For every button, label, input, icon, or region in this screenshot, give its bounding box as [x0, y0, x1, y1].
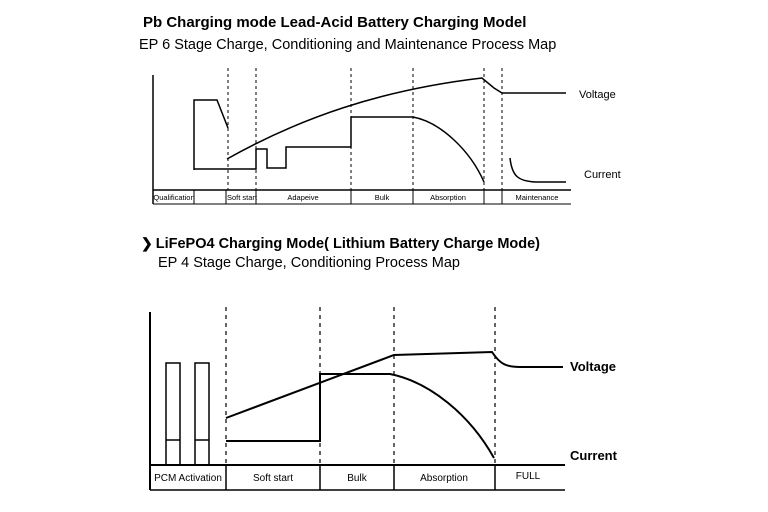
- pb-stage-bulk: Bulk: [375, 193, 390, 202]
- pb-current-curve: [194, 116, 485, 183]
- pb-current-label: Current: [584, 169, 621, 181]
- pb-qualification-pulse: [193, 99, 229, 170]
- pb-stage-soft-start: Soft start: [227, 193, 258, 202]
- pb-stage-maintenance: Maintenance: [516, 193, 559, 202]
- lfp-current-label: Current: [570, 448, 618, 463]
- lfp-stage-full: FULL: [516, 471, 541, 482]
- lfp-stage-absorption: Absorption: [420, 473, 468, 484]
- lfp-stage-labels: PCM Activation Soft start Bulk Absorptio…: [154, 471, 541, 484]
- pb-diagram: [152, 68, 571, 205]
- pb-stage-absorption: Absorption: [430, 193, 466, 202]
- pb-stage-dividers: [227, 68, 503, 190]
- lfp-diagram: [149, 307, 565, 491]
- pb-stage-qualification: Qualification: [153, 193, 194, 202]
- lfp-pcm-pulses: [165, 362, 210, 466]
- chevron-right-icon: ❯: [141, 235, 153, 251]
- pb-voltage-curve: [226, 77, 566, 160]
- lfp-title-row: ❯ LiFePO4 Charging Mode( Lithium Battery …: [141, 235, 540, 252]
- lfp-stage-soft-start: Soft start: [253, 473, 293, 484]
- lfp-stage-bulk: Bulk: [347, 473, 367, 484]
- lfp-current-curve: [226, 373, 495, 459]
- lfp-subtitle: EP 4 Stage Charge, Conditioning Process …: [158, 255, 460, 271]
- lfp-voltage-curve: [225, 350, 563, 419]
- pb-stage-labels: Qualification Soft start Adapeive Bulk A…: [153, 193, 558, 202]
- pb-stage-band-dividers: [193, 190, 503, 204]
- lfp-title: LiFePO4 Charging Mode( Lithium Battery C…: [155, 236, 541, 252]
- pb-subtitle: EP 6 Stage Charge, Conditioning and Main…: [139, 37, 557, 53]
- pb-stage-adaptive: Adapeive: [287, 193, 318, 202]
- lfp-stage-band-dividers: [225, 465, 496, 490]
- lfp-stage-pcm-activation: PCM Activation: [154, 473, 222, 484]
- pb-current-maintenance: [509, 157, 566, 183]
- pb-voltage-label: Voltage: [579, 89, 616, 101]
- lfp-voltage-label: Voltage: [570, 359, 616, 374]
- pb-title: Pb Charging mode Lead-Acid Battery Charg…: [143, 14, 527, 31]
